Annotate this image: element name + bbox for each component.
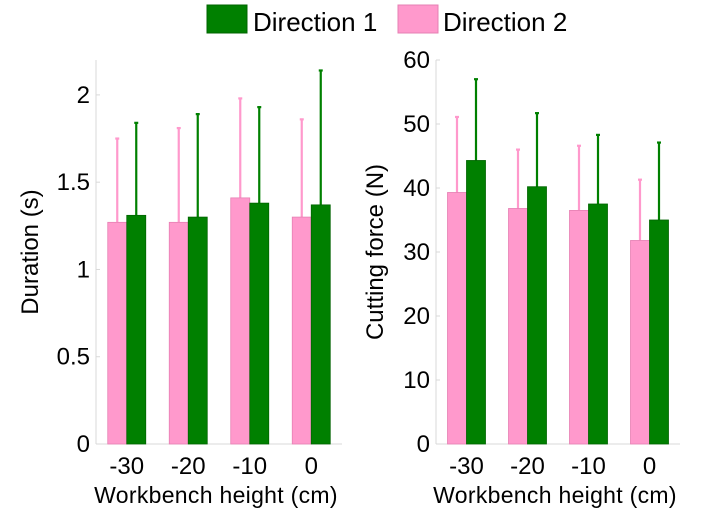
cutting-force-y-tick-label: 10 bbox=[403, 367, 430, 394]
duration-x-tick-label: 0 bbox=[305, 453, 318, 480]
duration-bar-direction-2 bbox=[291, 216, 312, 445]
cutting-force-y-tick-label: 50 bbox=[403, 111, 430, 138]
duration-x-tick-label: -30 bbox=[109, 453, 144, 480]
duration-bar-direction-1 bbox=[249, 202, 270, 445]
cutting-force-bar-direction-1 bbox=[649, 219, 669, 445]
duration-bar-direction-2 bbox=[230, 197, 251, 445]
legend-swatch-direction-1 bbox=[206, 4, 248, 34]
duration-bar-direction-1 bbox=[126, 214, 147, 445]
cutting-force-y-axis-label: Cutting force (N) bbox=[362, 164, 389, 340]
cutting-force-y-tick-label: 20 bbox=[403, 303, 430, 330]
cutting-force-y-tick-label: 0 bbox=[417, 431, 430, 458]
cutting-force-bar-direction-2 bbox=[569, 209, 589, 445]
duration-x-axis-label: Workbench height (cm) bbox=[94, 482, 338, 508]
duration-y-tick-label: 0 bbox=[77, 431, 90, 458]
cutting-force-x-axis-label: Workbench height (cm) bbox=[433, 482, 677, 508]
cutting-force-y-tick-label: 60 bbox=[403, 47, 430, 74]
cutting-force-y-tick-label: 30 bbox=[403, 239, 430, 266]
cutting-force-y-tick-label: 40 bbox=[403, 175, 430, 202]
duration-y-tick-label: 1 bbox=[77, 256, 90, 283]
legend-label-direction-1: Direction 1 bbox=[253, 7, 377, 37]
cutting-force-bar-direction-1 bbox=[527, 186, 547, 445]
duration-bar-direction-1 bbox=[187, 216, 208, 445]
legend-label-direction-2: Direction 2 bbox=[443, 7, 567, 37]
legend: Direction 1 Direction 2 bbox=[206, 4, 567, 37]
duration-x-tick-label: -10 bbox=[232, 453, 267, 480]
duration-y-tick-label: 2 bbox=[77, 82, 90, 109]
legend-swatch-direction-2 bbox=[397, 4, 439, 34]
duration-bar-direction-2 bbox=[107, 221, 128, 445]
duration-bar-direction-1 bbox=[310, 204, 331, 445]
duration-bar-direction-2 bbox=[168, 221, 189, 445]
cutting-force-x-tick-label: -20 bbox=[510, 453, 545, 480]
duration-y-tick-label: 0.5 bbox=[57, 344, 90, 371]
cutting-force-bar-direction-2 bbox=[447, 192, 467, 445]
cutting-force-bar-direction-2 bbox=[630, 240, 650, 445]
cutting-force-x-tick-label: -10 bbox=[571, 453, 606, 480]
duration-y-tick-label: 1.5 bbox=[57, 169, 90, 196]
cutting-force-bar-direction-1 bbox=[466, 160, 486, 445]
cutting-force-x-tick-label: -30 bbox=[449, 453, 484, 480]
duration-y-axis-label: Duration (s) bbox=[17, 189, 44, 314]
cutting-force-bar-direction-2 bbox=[508, 208, 528, 445]
cutting-force-bar-direction-1 bbox=[588, 203, 608, 445]
duration-x-tick-label: -20 bbox=[171, 453, 206, 480]
cutting-force-x-tick-label: 0 bbox=[643, 453, 656, 480]
